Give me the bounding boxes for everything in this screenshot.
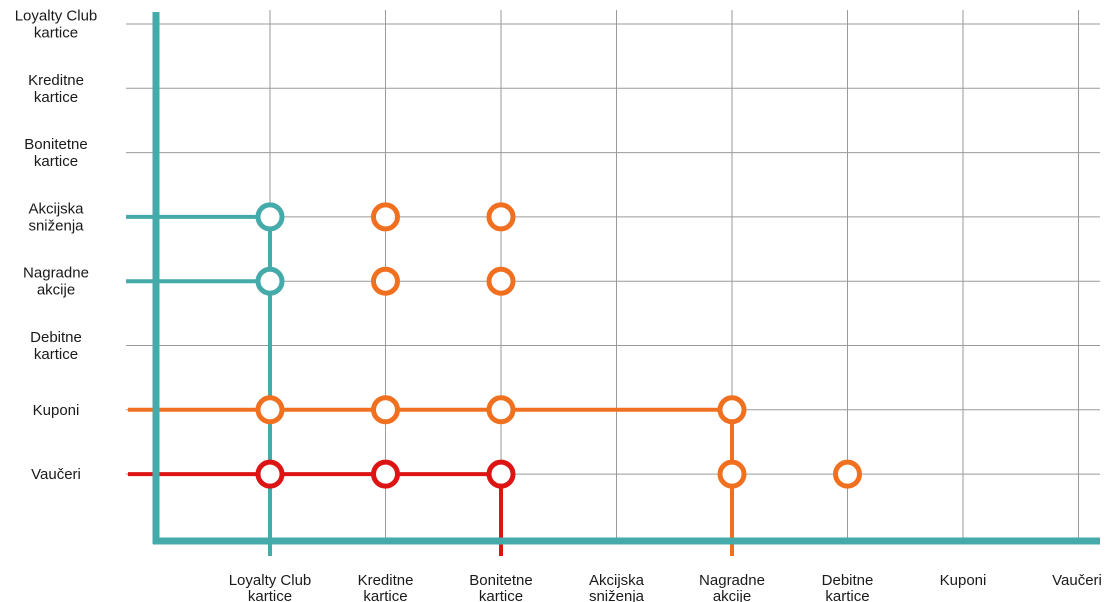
- data-point: [833, 459, 862, 489]
- y-axis-label: kartice: [34, 89, 78, 106]
- x-axis-label: sniženja: [589, 588, 645, 602]
- x-axis-label: kartice: [363, 588, 407, 602]
- data-point: [371, 202, 400, 232]
- axes: [152, 12, 1100, 545]
- x-axis-label: kartice: [248, 588, 292, 602]
- y-axis-label: akcije: [37, 282, 75, 299]
- connector-lines: [126, 214, 734, 556]
- data-point: [255, 202, 285, 232]
- x-axis-label: Bonitetne: [469, 572, 532, 589]
- data-point: [486, 266, 516, 296]
- data-point: [371, 266, 400, 296]
- data-points: [255, 202, 862, 489]
- x-axis-label: Kreditne: [358, 572, 414, 589]
- y-axis-label: Loyalty Club: [15, 8, 98, 25]
- y-axis-label: kartice: [34, 153, 78, 170]
- y-axis-label: Vaučeri: [31, 466, 81, 483]
- y-axis-label: Bonitetne: [24, 136, 87, 153]
- data-point: [717, 459, 747, 489]
- y-axis-label: kartice: [34, 346, 78, 363]
- data-point: [371, 395, 400, 425]
- x-axis-label: Nagradne: [699, 572, 765, 589]
- data-point: [255, 459, 285, 489]
- x-axis-label: Loyalty Club: [229, 572, 312, 589]
- data-point: [255, 395, 285, 425]
- x-axis-label: Vaučeri: [1052, 572, 1102, 589]
- y-axis-label: Kreditne: [28, 72, 84, 89]
- y-axis-label: sniženja: [28, 217, 84, 234]
- data-point: [717, 395, 747, 425]
- x-axis-label: kartice: [479, 588, 523, 602]
- data-point: [371, 459, 400, 489]
- y-axis-label: Debitne: [30, 329, 82, 346]
- x-axis-label: Kuponi: [940, 572, 987, 589]
- data-point: [486, 459, 516, 489]
- x-axis-label: Debitne: [822, 572, 874, 589]
- x-axis-label: kartice: [825, 588, 869, 602]
- y-axis-label: Akcijska: [28, 200, 84, 217]
- grid-lines: [126, 10, 1100, 541]
- data-point: [255, 266, 285, 296]
- data-point: [486, 202, 516, 232]
- x-axis-labels: Loyalty ClubkarticeKreditnekarticeBonite…: [229, 572, 1102, 602]
- x-axis-label: Akcijska: [589, 572, 645, 589]
- y-axis-label: Nagradne: [23, 265, 89, 282]
- y-axis-label: kartice: [34, 25, 78, 42]
- data-point: [486, 395, 516, 425]
- y-axis-labels: Loyalty ClubkarticeKreditnekarticeBonite…: [15, 8, 98, 484]
- x-axis-label: akcije: [713, 588, 751, 602]
- y-axis-label: Kuponi: [33, 402, 80, 419]
